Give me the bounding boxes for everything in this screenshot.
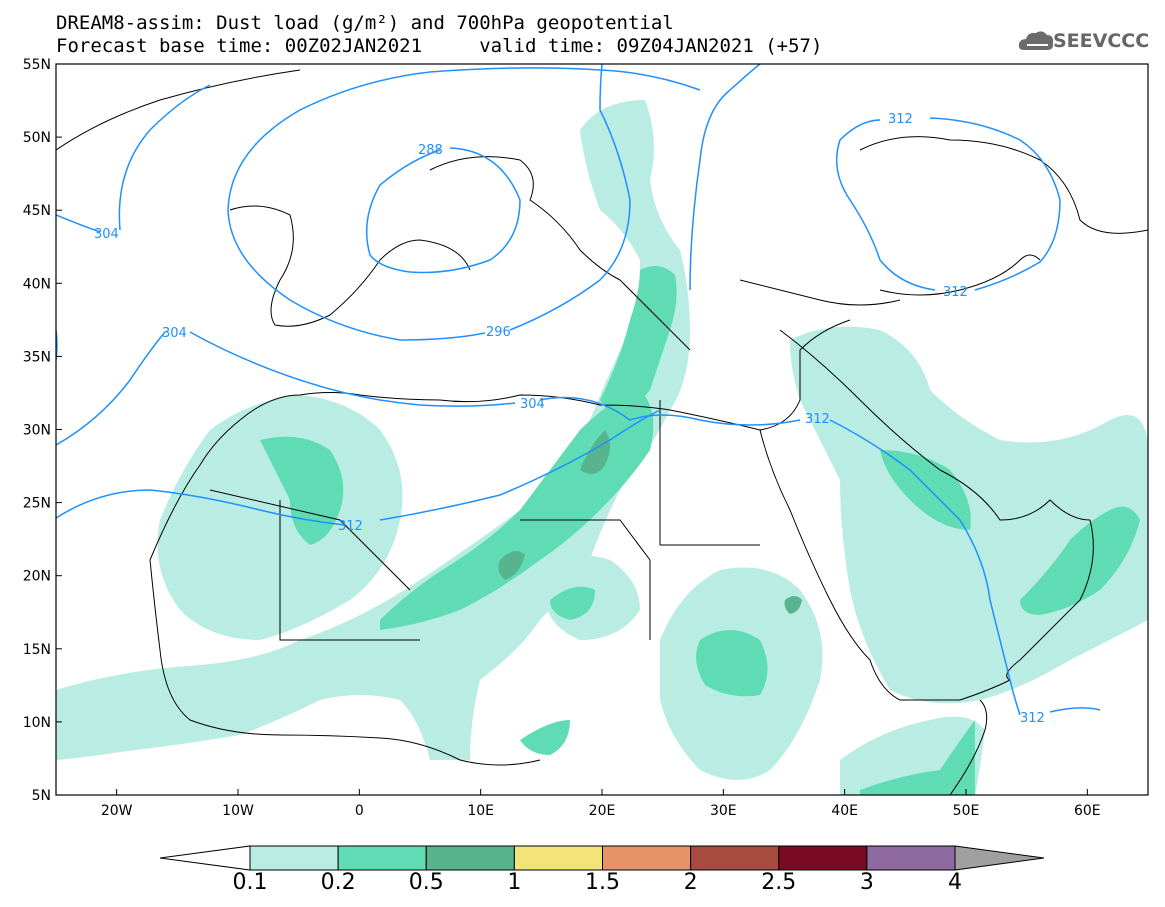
colorbar-under-triangle — [160, 845, 251, 871]
logo-text: SEEVCCC — [1053, 30, 1150, 52]
lon-tick-label: 20W — [101, 803, 133, 819]
colorbar-box — [249, 845, 339, 871]
geopotential-contours — [56, 64, 1101, 716]
colorbar-label: 4 — [948, 870, 962, 895]
lon-tick-label: 10E — [467, 803, 494, 819]
lon-axis: 20W 10W 0 10E 20E 30E 40E 50E 60E — [101, 789, 1101, 819]
lat-tick-label: 55N — [23, 57, 51, 73]
lat-tick-label: 50N — [23, 130, 51, 146]
lon-tick-label: 40E — [831, 803, 858, 819]
cloud-logo-icon — [1018, 31, 1054, 50]
seevccc-logo — [1018, 31, 1054, 50]
dust-shading — [56, 100, 1148, 795]
contour-labels: 288 296 304 304 304 312 312 312 312 312 — [94, 112, 1045, 726]
colorbar-label: 0.2 — [320, 870, 356, 895]
contour-label: 288 — [418, 143, 443, 158]
lat-axis: 55N 50N 45N 40N 35N 30N 25N 20N 15N 10N 5N — [23, 57, 62, 804]
colorbar-label: 2 — [683, 870, 698, 895]
colorbar-box — [337, 845, 427, 871]
lon-tick-label: 10W — [222, 803, 254, 819]
lat-tick-label: 40N — [23, 276, 51, 292]
contour-label: 304 — [520, 397, 545, 412]
lon-tick-label: 0 — [355, 803, 364, 819]
colorbar-label: 1.5 — [585, 870, 620, 895]
lat-tick-label: 30N — [23, 423, 51, 439]
colorbar — [160, 845, 1045, 871]
colorbar-box — [866, 845, 956, 871]
lon-tick-label: 30E — [710, 803, 737, 819]
lat-tick-label: 5N — [32, 788, 51, 804]
colorbar-box — [602, 845, 692, 871]
contour-label: 312 — [943, 285, 968, 300]
contour-label: 312 — [1020, 711, 1045, 726]
contour-label: 304 — [94, 227, 119, 242]
colorbar-label: 0.5 — [408, 870, 444, 895]
dust-moderate — [260, 266, 1140, 795]
contour-label: 312 — [338, 519, 363, 534]
colorbar-label: 3 — [859, 870, 874, 895]
map-title: DREAM8-assim: Dust load (g/m²) and 700hP… — [56, 12, 674, 34]
lat-tick-label: 15N — [23, 642, 51, 658]
contour-label: 304 — [162, 326, 187, 341]
colorbar-box — [778, 845, 868, 871]
lat-tick-label: 10N — [23, 715, 51, 731]
contour-label: 312 — [805, 412, 830, 427]
contour-label: 312 — [888, 112, 913, 127]
colorbar-box — [425, 845, 515, 871]
coastlines — [56, 69, 1148, 795]
colorbar-label: 0.1 — [232, 870, 268, 895]
colorbar-box — [690, 845, 780, 871]
lat-tick-label: 20N — [23, 569, 51, 585]
lon-tick-label: 50E — [953, 803, 980, 819]
lon-tick-label: 60E — [1074, 803, 1101, 819]
forecast-time-line: Forecast base time: 00Z02JAN2021 valid t… — [56, 35, 823, 57]
contour-label: 296 — [486, 325, 511, 340]
colorbar-label: 1 — [507, 870, 522, 895]
lon-tick-label: 20E — [589, 803, 616, 819]
lat-tick-label: 35N — [23, 349, 51, 365]
colorbar-label: 2.5 — [761, 870, 797, 895]
lat-tick-label: 45N — [23, 203, 51, 219]
dust-heavy — [498, 430, 802, 614]
lat-tick-label: 25N — [23, 496, 51, 512]
colorbar-over-triangle — [954, 845, 1045, 871]
colorbar-box — [513, 845, 603, 871]
